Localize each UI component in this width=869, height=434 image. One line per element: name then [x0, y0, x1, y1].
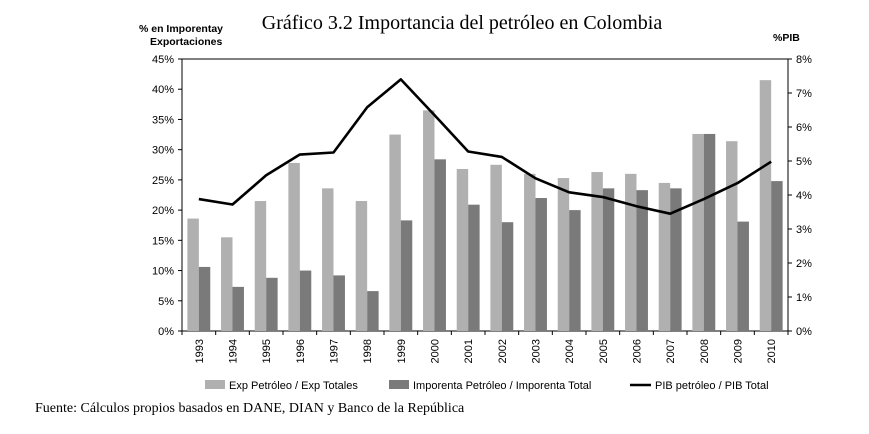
x-tick-label: 1993 — [194, 339, 206, 363]
bar-imporenta-petroleo — [771, 181, 783, 331]
bar-exp-petroleo — [322, 188, 334, 331]
right-axis-title: %PIB — [773, 32, 800, 44]
bar-exp-petroleo — [221, 237, 233, 331]
right-tick-label: 4% — [796, 190, 812, 202]
x-tick-label: 2008 — [699, 339, 711, 363]
bar-imporenta-petroleo — [670, 188, 682, 331]
bar-imporenta-petroleo — [400, 220, 413, 331]
bar-exp-petroleo — [591, 172, 603, 331]
x-tick-label: 2007 — [665, 339, 677, 363]
bar-exp-petroleo — [254, 201, 267, 331]
bar-imporenta-petroleo — [636, 190, 648, 331]
x-tick-label: 2001 — [463, 339, 475, 363]
x-tick-label: 2000 — [430, 339, 442, 363]
plot-area: 0% 5% 10% 15% 20% 25% 30% 35% 40% 45% 0% 1% 2% 3% 4% 5%… — [152, 54, 812, 363]
x-tick-label: 2003 — [531, 339, 543, 363]
left-tick-label: 25% — [152, 175, 174, 187]
bar-exp-petroleo — [726, 141, 738, 331]
x-tick-label: 2009 — [733, 339, 745, 363]
right-tick-label: 2% — [796, 258, 812, 270]
bar-exp-petroleo — [389, 134, 401, 331]
right-tick-label: 6% — [796, 122, 812, 134]
right-tick-label: 3% — [796, 224, 812, 236]
bar-imporenta-petroleo — [569, 210, 581, 331]
x-tick-label: 1999 — [396, 339, 408, 363]
right-tick-label: 5% — [796, 156, 812, 168]
x-tick-label: 1996 — [295, 339, 307, 363]
left-tick-label: 10% — [152, 266, 174, 278]
bar-exp-petroleo — [658, 182, 671, 331]
x-tick-label: 2004 — [564, 339, 576, 363]
bar-exp-petroleo — [759, 80, 772, 331]
bar-imporenta-petroleo — [232, 286, 244, 331]
bar-imporenta-petroleo — [266, 277, 278, 331]
bar-exp-petroleo — [692, 133, 704, 331]
legend: Exp Petróleo / Exp Totales Imporenta Petr… — [205, 380, 769, 392]
x-tick-label: 2006 — [632, 339, 644, 363]
bar-imporenta-petroleo — [737, 221, 749, 331]
bar-imporenta-petroleo — [367, 291, 379, 331]
chart-title: Gráfico 3.2 Importancia del petróleo en … — [262, 12, 663, 34]
legend-swatch-imporenta — [389, 380, 409, 389]
bar-exp-petroleo — [490, 164, 502, 331]
x-tick-label: 2005 — [598, 339, 610, 363]
bar-imporenta-petroleo — [535, 198, 547, 331]
bar-exp-petroleo — [456, 169, 469, 331]
chart: Gráfico 3.2 Importancia del petróleo en … — [139, 12, 812, 392]
legend-label: Exp Petróleo / Exp Totales — [229, 380, 358, 392]
bar-exp-petroleo — [524, 173, 536, 331]
left-tick-label: 0% — [158, 326, 174, 338]
left-tick-label: 5% — [158, 296, 174, 308]
left-tick-label: 45% — [152, 54, 174, 66]
bar-imporenta-petroleo — [198, 266, 211, 331]
bar-exp-petroleo — [423, 110, 435, 331]
right-tick-label: 7% — [796, 88, 812, 100]
right-tick-label: 8% — [796, 54, 812, 66]
x-tick-label: 2010 — [766, 339, 778, 363]
left-tick-label: 40% — [152, 84, 174, 96]
bar-exp-petroleo — [625, 173, 637, 331]
line-pib-petroleo — [198, 78, 772, 215]
right-tick-label: 0% — [796, 326, 812, 338]
bar-imporenta-petroleo — [468, 204, 480, 331]
bar-exp-petroleo — [355, 201, 368, 331]
x-tick-label: 1995 — [261, 339, 273, 363]
bar-imporenta-petroleo — [602, 188, 615, 331]
bar-imporenta-petroleo — [501, 222, 514, 331]
left-axis-title-line1: % en Imporentay — [139, 23, 223, 35]
legend-label: Imporenta Petróleo / Imporenta Total — [413, 380, 591, 392]
bar-exp-petroleo — [557, 178, 570, 331]
left-tick-label: 15% — [152, 235, 174, 247]
left-axis-title-line2: Exportaciones — [150, 36, 223, 48]
bar-imporenta-petroleo — [703, 133, 716, 331]
x-tick-label: 1998 — [362, 339, 374, 363]
legend-swatch-exp — [205, 380, 225, 389]
x-tick-label: 1994 — [228, 339, 240, 363]
bar-exp-petroleo — [288, 162, 300, 331]
left-tick-label: 20% — [152, 205, 174, 217]
x-tick-label: 2002 — [497, 339, 509, 363]
legend-label: PIB petróleo / PIB Total — [655, 380, 769, 392]
right-tick-label: 1% — [796, 292, 812, 304]
bar-imporenta-petroleo — [299, 270, 312, 331]
bar-imporenta-petroleo — [434, 159, 446, 331]
x-tick-label: 1997 — [329, 339, 341, 363]
bar-imporenta-petroleo — [333, 275, 345, 331]
left-tick-label: 35% — [152, 114, 174, 126]
source-note: Fuente: Cálculos propios basados en DANE… — [35, 401, 465, 416]
left-tick-label: 30% — [152, 145, 174, 157]
bar-exp-petroleo — [187, 218, 199, 331]
